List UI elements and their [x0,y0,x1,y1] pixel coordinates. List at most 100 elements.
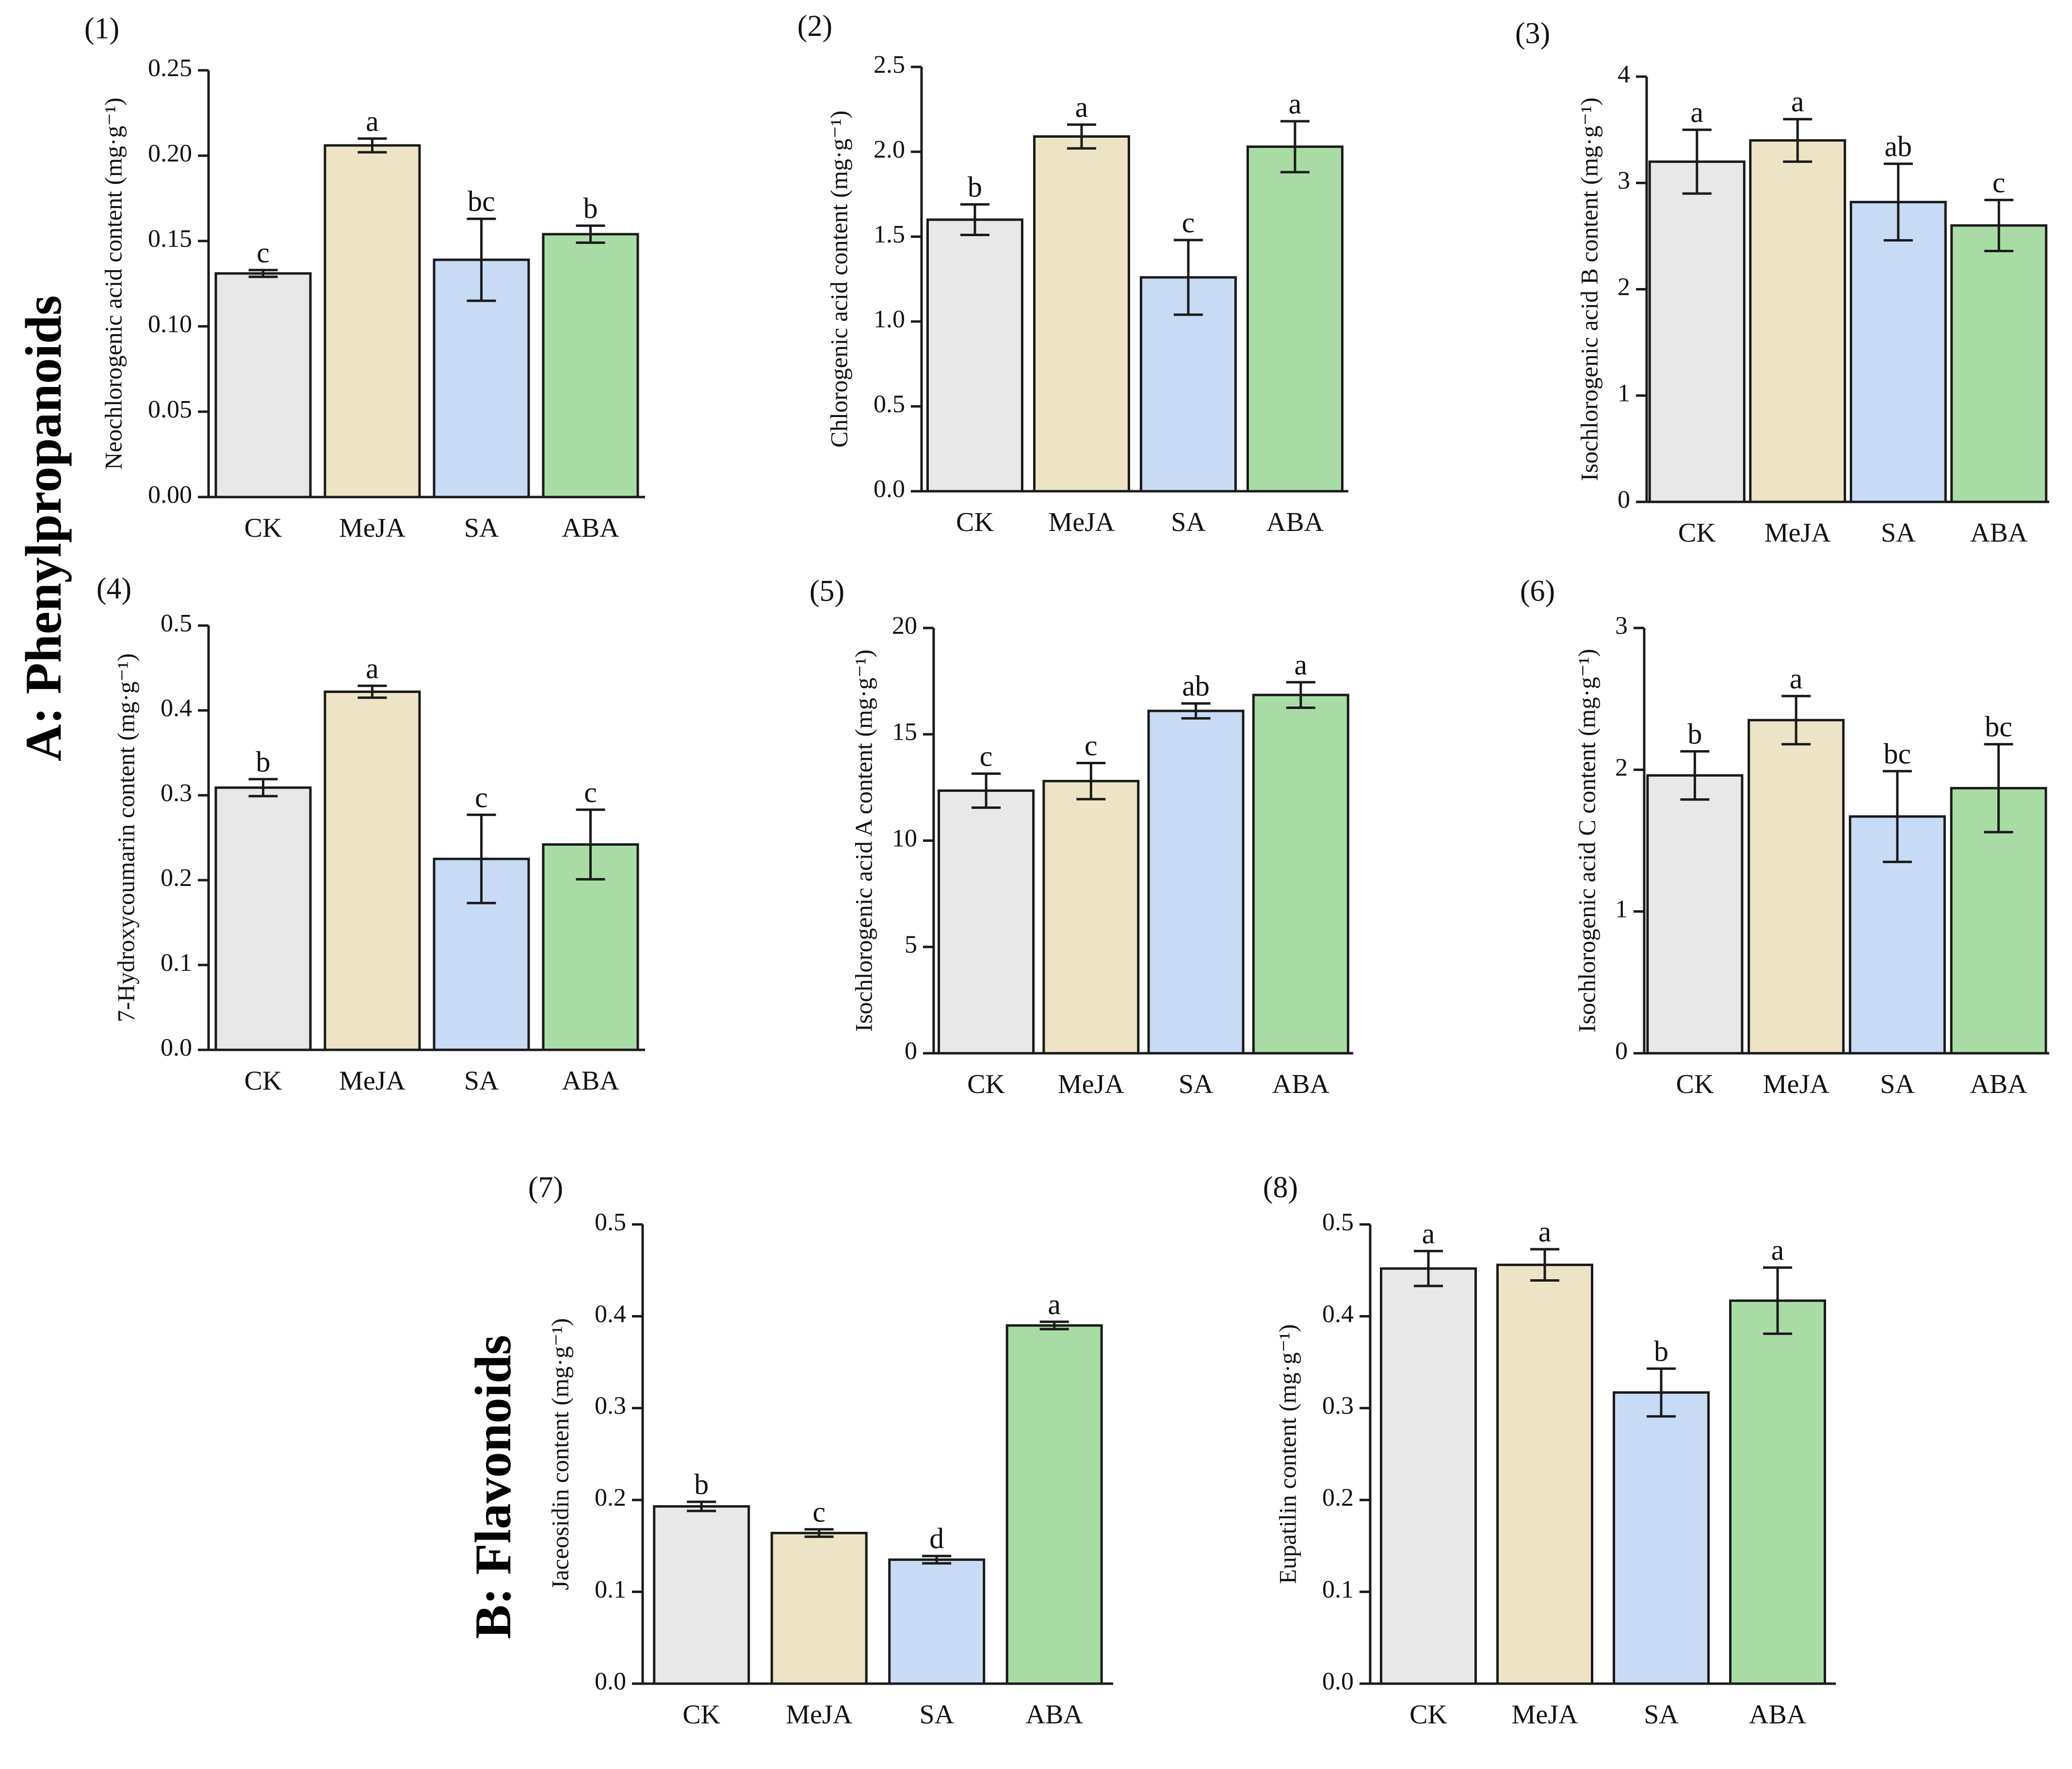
significance-letter-sa: c [475,781,488,813]
bar-meja [324,144,421,499]
x-tick-label-meja: MeJA [1763,1069,1829,1099]
significance-letter-sa: d [929,1523,944,1555]
x-tick-label-meja: MeJA [1049,507,1115,537]
significance-letter-aba: c [584,776,597,808]
significance-letter-aba: a [1048,1288,1061,1320]
x-tick-label-ck: CK [1676,1069,1714,1099]
significance-letter-ck: c [980,740,993,772]
significance-letter-ck: a [1690,96,1703,129]
section-label-flavonoids: B: Flavonoids [465,1335,521,1639]
panel-label: (4) [97,572,131,605]
y-tick-label: 3 [1618,167,1630,194]
y-tick-label: 0.00 [148,481,192,509]
y-tick-label: 0.3 [161,779,192,807]
panel-label: (3) [1515,17,1550,50]
significance-letter-meja: c [1085,729,1098,761]
y-tick-label: 0.3 [595,1392,626,1420]
bar-aba [1950,224,2048,503]
x-tick-label-meja: MeJA [339,1066,405,1096]
y-tick-label: 0.4 [595,1300,626,1328]
y-tick-label: 2 [1618,273,1630,301]
significance-letter-ck: a [1422,1218,1435,1250]
significance-letter-ck: b [968,171,982,203]
panel-isochlorogenic-acid-c: (6) 0 1 2 3 Isochlorogenic acid C content (mg… [1520,575,2049,1099]
y-tick-label: 2.5 [874,51,905,79]
panel-chlorogenic-acid: (2) 0.0 0.5 1.0 1.5 2.0 2.5 Chlorogenic acid co… [797,10,1348,537]
x-tick-label-sa: SA [464,1066,499,1096]
significance-letter-ck: c [257,237,270,269]
bar-meja [1033,135,1130,493]
x-tick-label-aba: ABA [1026,1700,1084,1730]
x-tick-label-meja: MeJA [786,1700,852,1730]
significance-letter-aba: b [583,192,598,224]
significance-letter-aba: bc [1985,711,2012,743]
significance-letter-aba: a [1771,1234,1784,1266]
x-tick-label-ck: CK [967,1069,1005,1099]
y-axis-title: Chlorogenic acid content (mg·g⁻¹) [825,111,852,448]
y-tick-label: 0.5 [874,390,905,418]
x-tick-label-sa: SA [1179,1069,1214,1099]
bar-sa [1147,709,1245,1055]
x-tick-label-sa: SA [1171,507,1206,537]
bar-sa [1849,201,1947,503]
bar-meja [1748,719,1845,1055]
y-axis-title: Neochlorogenic acid content (mg·g⁻¹) [99,97,127,469]
panel-7-hydroxycoumarin: (4) 0.0 0.1 0.2 0.3 0.4 0.5 7-Hydroxycoumarin c… [97,572,645,1096]
y-tick-label: 0.2 [595,1484,626,1512]
y-tick-label: 3 [1615,612,1628,640]
panel-neochlorogenic-acid: (1) 0.00 0.05 0.10 0.15 0.20 0.25 Neochlorogeni… [84,12,645,543]
y-tick-label: 1.5 [874,221,905,248]
y-tick-label: 5 [905,931,917,959]
panel-eupatilin: (8) 0.0 0.1 0.2 0.3 0.4 0.5 Eupatilin content (… [1263,1171,1836,1730]
bar-meja [1496,1263,1593,1685]
x-tick-label-aba: ABA [562,513,619,543]
x-tick-label-aba: ABA [1266,507,1324,537]
y-tick-label: 0.3 [1322,1392,1354,1420]
y-tick-label: 4 [1618,61,1630,88]
panel-isochlorogenic-acid-a: (5) 0 5 10 15 20 Isochlorogenic acid A content… [809,575,1353,1099]
y-tick-label: 0 [1618,486,1630,514]
panel-label: (8) [1263,1171,1298,1204]
x-tick-label-aba: ABA [1970,1069,2028,1099]
significance-letter-sa: b [1654,1335,1668,1367]
bar-ck [214,272,312,499]
x-tick-label-ck: CK [1409,1700,1447,1730]
significance-letter-meja: a [366,105,379,137]
y-tick-label: 15 [892,718,917,746]
x-tick-label-ck: CK [682,1700,720,1730]
x-tick-label-ck: CK [956,507,994,537]
bar-ck [1380,1267,1477,1685]
bar-aba [1246,145,1344,493]
y-tick-label: 0.1 [161,949,192,977]
panel-jaceosidin: (7) 0.0 0.1 0.2 0.3 0.4 0.5 Jaceosidin content … [528,1171,1113,1730]
x-tick-label-meja: MeJA [339,513,405,543]
y-tick-label: 10 [892,824,917,852]
y-tick-label: 0.25 [148,54,192,82]
panel-label: (1) [84,12,119,45]
panel-label: (2) [797,10,832,43]
bar-sa [1613,1391,1710,1685]
x-tick-label-meja: MeJA [1764,518,1831,548]
x-tick-label-ck: CK [244,1066,282,1096]
x-tick-label-sa: SA [919,1700,954,1730]
x-tick-label-sa: SA [1644,1700,1679,1730]
bar-meja [1749,139,1846,503]
y-tick-label: 0.10 [148,310,192,338]
significance-letter-aba: a [1295,649,1308,681]
y-tick-label: 20 [892,612,917,640]
x-tick-label-ck: CK [1678,518,1716,548]
significance-letter-aba: a [1289,88,1302,120]
y-tick-label: 0.5 [1322,1208,1354,1236]
significance-letter-meja: a [366,652,379,684]
y-axis-title: Isochlorogenic acid C content (mg·g⁻¹) [1573,649,1600,1032]
x-tick-label-aba: ABA [1970,518,2028,548]
bar-aba [1729,1299,1826,1685]
y-tick-label: 1 [1618,380,1630,407]
y-axis-title: Isochlorogenic acid A content (mg·g⁻¹) [850,649,877,1031]
x-tick-label-sa: SA [464,513,499,543]
y-tick-label: 2.0 [874,136,905,163]
y-tick-label: 0 [1615,1037,1628,1065]
significance-letter-meja: a [1075,91,1088,123]
y-tick-label: 0.05 [148,396,192,423]
